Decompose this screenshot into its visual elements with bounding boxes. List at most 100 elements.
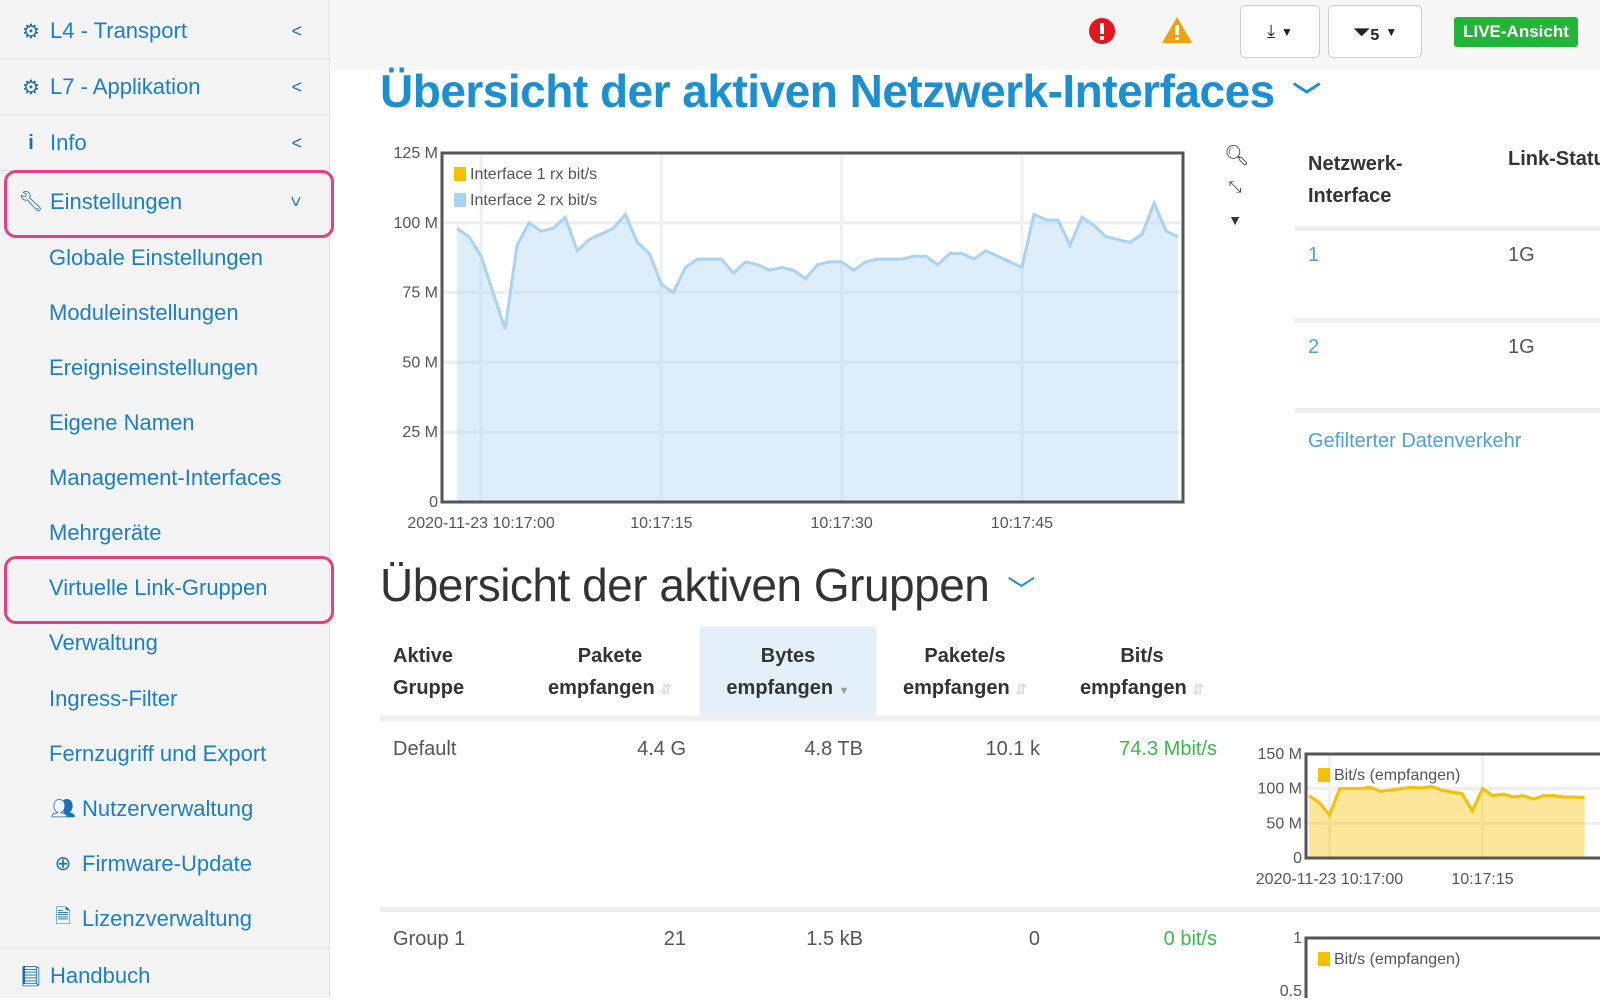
- legend-label: Interface 1 rx bit/s: [470, 166, 597, 183]
- sort-icon: ⇵: [1192, 681, 1204, 697]
- highlight-virtuelle-link-gruppen: [4, 556, 334, 624]
- y-tick-label: 75 M: [402, 285, 438, 302]
- series-line: [1308, 785, 1585, 818]
- x-tick-label: 10:17:45: [991, 515, 1053, 532]
- book-icon: 📘︎: [18, 965, 44, 988]
- plot-border: [1304, 936, 1600, 998]
- chevron-left-icon: <: [291, 20, 302, 41]
- zoom-icon[interactable]: 🔍︎: [1224, 145, 1250, 167]
- sidebar-item-moduleinstellungen[interactable]: Moduleinstellungen: [49, 299, 239, 325]
- compress-icon[interactable]: ⤡: [1228, 179, 1242, 196]
- sidebar-item-eigene-namen[interactable]: Eigene Namen: [49, 409, 195, 435]
- col-bit-s-empfangen[interactable]: Bit/s empfangen ⇵: [1080, 645, 1204, 699]
- sort-desc-icon: ▼: [838, 685, 850, 697]
- interface-link[interactable]: 2: [1308, 336, 1320, 358]
- sidebar-item-fernzugriff-export[interactable]: Fernzugriff und Export: [49, 740, 267, 766]
- group-1-chart: 1 0.5 Bit/s (empfangen): [1280, 930, 1600, 998]
- series-area: [1309, 786, 1585, 858]
- filter-icon: ⏷: [1352, 18, 1371, 44]
- interface-link[interactable]: 1: [1308, 244, 1320, 266]
- divider: [380, 716, 1600, 721]
- col-pakete-s-empfangen[interactable]: Pakete/s empfangen ⇵: [903, 645, 1027, 699]
- caret-down-icon[interactable]: ▼: [1228, 212, 1242, 228]
- users-icon: 👥︎: [50, 798, 76, 820]
- plot-area: [442, 153, 1183, 502]
- document-icon: 🗎: [54, 905, 72, 928]
- sort-icon: ⇵: [660, 681, 672, 697]
- gear-icon: ⚙: [22, 20, 40, 43]
- upload-circle-icon: ⊕: [54, 853, 72, 875]
- sidebar-item-nutzerverwaltung[interactable]: 👥︎ Nutzerverwaltung: [0, 781, 330, 836]
- x-tick-label: 10:17:30: [811, 515, 873, 532]
- sidebar-item-mehrgeraete[interactable]: Mehrgeräte: [49, 519, 162, 545]
- sidebar-item-l4-transport[interactable]: ⚙ L4 - Transport <: [0, 4, 330, 59]
- legend-label: Bit/s (empfangen): [1334, 767, 1460, 784]
- group-default-chart: 0 50 M 100 M 150 M 2020-11-23 10:17:00 10:17:…: [1256, 746, 1600, 888]
- download-icon: ⤓: [1267, 21, 1276, 41]
- y-tick-label: 0: [429, 494, 438, 511]
- legend-swatch: [1318, 952, 1330, 966]
- sidebar-item-einstellungen[interactable]: 🔧︎ Einstellungen <: [0, 174, 330, 229]
- sidebar-item-handbuch[interactable]: 📘︎ Handbuch: [0, 948, 330, 1003]
- y-tick-label: 100 M: [394, 215, 438, 232]
- series-line: [456, 199, 1179, 330]
- live-view-button[interactable]: LIVE-Ansicht: [1454, 17, 1578, 47]
- col-pakete-empfangen[interactable]: Pakete empfangen ⇵: [548, 645, 672, 699]
- plot-area: [1306, 754, 1600, 858]
- y-tick-label: 1: [1293, 930, 1302, 947]
- col-bytes-empfangen[interactable]: Bytes empfangen ▼: [726, 645, 850, 699]
- sidebar-item-lizenzverwaltung[interactable]: 🗎 Lizenzverwaltung: [0, 891, 330, 946]
- divider: [1295, 226, 1600, 231]
- sidebar-item-globale-einstellungen[interactable]: Globale Einstellungen: [49, 244, 264, 270]
- filter-button[interactable]: ⏷ 5 ▼: [1328, 5, 1422, 58]
- legend-swatch: [454, 167, 466, 181]
- y-tick-label: 125 M: [394, 145, 438, 162]
- chevron-down-icon[interactable]: ﹀: [1007, 574, 1035, 606]
- x-tick-label: 2020-11-23 10:17:00: [1256, 871, 1403, 888]
- sidebar-item-info[interactable]: i Info <: [0, 116, 330, 171]
- sidebar-item-ingress-filter[interactable]: Ingress-Filter: [49, 685, 178, 711]
- sidebar-item-l7-applikation[interactable]: ⚙ L7 - Applikation <: [0, 60, 330, 115]
- plot-border: [440, 151, 1185, 504]
- error-icon[interactable]: [1088, 17, 1116, 45]
- sidebar-item-ereigniseinstellungen[interactable]: Ereigniseinstellungen: [49, 354, 259, 380]
- legend-swatch: [1318, 768, 1330, 782]
- x-tick-label: 10:17:15: [1451, 871, 1513, 888]
- highlight-einstellungen: [4, 170, 334, 238]
- col-aktive-gruppe[interactable]: Aktive Gruppe: [393, 645, 465, 699]
- caret-down-icon: ▼: [1281, 24, 1293, 39]
- y-tick-label: 150 M: [1258, 746, 1302, 763]
- download-button[interactable]: ⤓ ▼: [1240, 5, 1320, 58]
- y-tick-label: 25 M: [402, 424, 438, 441]
- legend-label: Interface 2 rx bit/s: [470, 192, 597, 209]
- chevron-left-icon: <: [291, 132, 302, 153]
- info-icon: i: [28, 131, 34, 154]
- sidebar-item-verwaltung[interactable]: Verwaltung: [49, 629, 158, 655]
- sidebar: ⚙ L4 - Transport < ⚙ L7 - Applikation < i Inf…: [0, 0, 334, 998]
- divider: [1295, 318, 1600, 323]
- y-tick-label: 50 M: [1266, 815, 1302, 832]
- legend-label: Bit/s (empfangen): [1334, 951, 1460, 968]
- y-tick-label: 0.5: [1280, 983, 1302, 998]
- filtered-traffic-link[interactable]: Gefilterter Datenverkehr: [1308, 430, 1522, 452]
- y-tick-label: 100 M: [1258, 781, 1302, 798]
- interfaces-title[interactable]: Übersicht der aktiven Netzwerk-Interface…: [380, 65, 1321, 117]
- y-tick-label: 50 M: [402, 354, 438, 371]
- series-area: [457, 203, 1179, 503]
- plot-border: [1304, 752, 1600, 860]
- caret-down-icon: ▼: [1385, 24, 1398, 39]
- divider: [380, 907, 1600, 912]
- chevron-down-icon[interactable]: ﹀: [1292, 80, 1321, 112]
- interfaces-chart: 0 25 M 50 M 75 M 100 M 125 M 2020-11-23 10:17:…: [394, 145, 1185, 532]
- sorted-column-highlight: [700, 627, 876, 719]
- x-tick-label: 10:17:15: [630, 515, 692, 532]
- gear-icon: ⚙: [22, 76, 40, 99]
- y-tick-label: 0: [1293, 850, 1302, 867]
- sidebar-item-firmware-update[interactable]: ⊕ Firmware-Update: [0, 836, 330, 891]
- chevron-left-icon: <: [291, 76, 302, 97]
- sidebar-item-management-interfaces[interactable]: Management-Interfaces: [49, 464, 282, 490]
- warning-icon[interactable]: [1161, 15, 1193, 45]
- interfaces-table: Netzwerk-Interface Link-Status 1 1G 2 1G…: [1295, 140, 1600, 470]
- sidebar-item-virtuelle-link-gruppen[interactable]: Virtuelle Link-Gruppen: [49, 574, 268, 600]
- groups-title[interactable]: Übersicht der aktiven Gruppen ﹀: [380, 559, 1035, 611]
